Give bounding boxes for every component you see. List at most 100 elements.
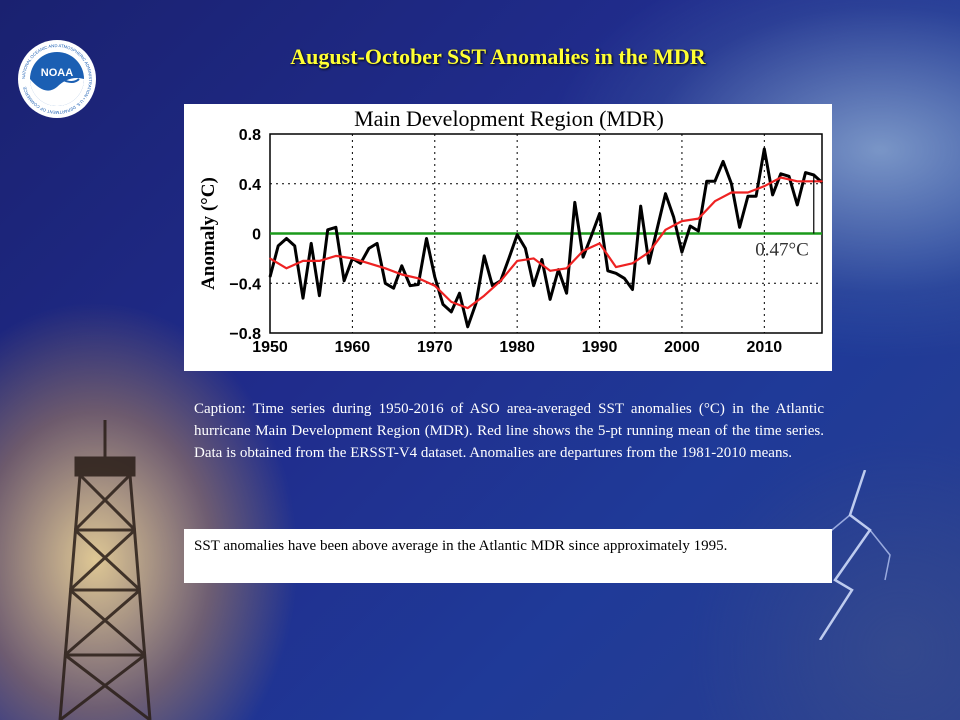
data-point-annual	[508, 257, 510, 260]
data-point-annual	[384, 282, 387, 285]
data-point-annual	[582, 256, 584, 258]
summary-box: SST anomalies have been above average in…	[184, 529, 832, 583]
data-point-running-mean	[549, 270, 551, 272]
data-point-annual	[359, 262, 362, 265]
chart-title: Main Development Region (MDR)	[354, 106, 664, 131]
data-point-annual	[541, 258, 543, 261]
x-tick-label: 1950	[252, 339, 288, 356]
data-point-annual	[722, 160, 724, 163]
data-point-annual	[392, 287, 395, 290]
data-point-annual	[788, 175, 790, 178]
data-point-running-mean	[335, 255, 337, 257]
data-point-annual	[631, 288, 634, 291]
data-point-running-mean	[433, 284, 436, 287]
logo-text: NOAA	[41, 67, 73, 79]
data-point-annual	[466, 325, 469, 328]
series-line-running-mean	[269, 176, 822, 310]
data-point-running-mean	[466, 307, 469, 309]
x-tick-label: 1960	[335, 339, 371, 356]
data-point-running-mean	[450, 301, 453, 303]
x-tick-label: 1970	[417, 339, 453, 356]
x-tick-label: 2010	[747, 339, 783, 356]
data-point-annual	[269, 276, 271, 278]
annotation-layer: 0.47°C	[755, 175, 815, 261]
data-point-annual	[442, 303, 444, 306]
data-point-annual	[697, 230, 700, 232]
caption-text: Caption: Time series during 1950-2016 of…	[194, 401, 824, 461]
data-point-running-mean	[648, 251, 650, 253]
data-point-annual	[401, 265, 403, 267]
slide-title: August-October SST Anomalies in the MDR	[290, 44, 706, 69]
data-point-annual	[606, 270, 609, 272]
data-point-annual	[763, 148, 766, 150]
data-point-annual	[590, 235, 593, 237]
data-point-annual	[639, 205, 642, 207]
y-tick-label: 0.4	[239, 177, 261, 194]
chart-panel: Main Development Region (MDR) Anomaly (°…	[184, 104, 832, 371]
data-point-running-mean	[351, 257, 354, 260]
data-point-annual	[458, 292, 461, 294]
data-point-annual	[656, 227, 659, 230]
data-point-annual	[310, 242, 312, 245]
data-point-annual	[318, 294, 321, 297]
data-point-running-mean	[664, 228, 667, 231]
data-point-annual	[532, 284, 535, 287]
data-point-annual	[491, 284, 494, 287]
data-point-annual	[326, 228, 329, 231]
data-point-annual	[664, 192, 667, 195]
data-point-annual	[343, 279, 345, 282]
data-point-running-mean	[516, 260, 518, 262]
data-point-running-mean	[796, 180, 799, 183]
data-point-annual	[516, 233, 518, 236]
data-point-annual	[780, 173, 782, 175]
x-tick-label: 1980	[499, 339, 535, 356]
data-point-running-mean	[565, 267, 568, 270]
data-point-annual	[771, 194, 774, 196]
data-point-annual	[648, 262, 650, 265]
data-point-annual	[483, 255, 486, 257]
data-point-running-mean	[532, 257, 535, 260]
data-point-annual	[565, 292, 568, 294]
data-point-annual	[705, 180, 708, 183]
data-point-annual	[738, 226, 741, 229]
data-point-running-mean	[714, 200, 716, 202]
data-point-annual	[796, 204, 799, 206]
summary-text: SST anomalies have been above average in…	[194, 538, 728, 554]
data-point-annual	[672, 216, 675, 219]
data-point-annual	[450, 311, 453, 313]
data-point-annual	[615, 272, 617, 275]
data-point-annual	[433, 276, 436, 278]
data-point-running-mean	[368, 262, 370, 265]
y-tick-label: −0.4	[229, 276, 261, 293]
data-point-annual	[368, 247, 370, 250]
data-point-annual	[425, 237, 428, 240]
data-point-annual	[730, 182, 733, 185]
data-point-running-mean	[401, 273, 403, 276]
y-tick-label: 0.8	[239, 127, 261, 144]
y-axis-label: Anomaly (°C)	[198, 177, 219, 290]
data-point-running-mean	[821, 180, 823, 183]
data-point-annual	[574, 201, 576, 204]
data-point-running-mean	[302, 260, 304, 262]
chart-svg: Main Development Region (MDR) Anomaly (°…	[198, 106, 824, 356]
annotation-label: 0.47°C	[755, 240, 809, 261]
data-point-running-mean	[631, 262, 634, 265]
data-point-running-mean	[763, 185, 766, 188]
x-tick-label: 1990	[582, 339, 618, 356]
data-point-running-mean	[269, 257, 271, 260]
data-point-annual	[335, 226, 337, 229]
data-point-annual	[804, 171, 807, 174]
data-point-running-mean	[384, 267, 387, 270]
data-point-running-mean	[285, 267, 288, 270]
data-point-annual	[747, 195, 749, 197]
data-point-annual	[417, 283, 420, 286]
data-point-running-mean	[615, 266, 617, 268]
data-point-running-mean	[681, 220, 683, 222]
data-point-running-mean	[780, 176, 782, 179]
data-point-running-mean	[697, 217, 700, 220]
data-point-annual	[598, 212, 601, 215]
data-point-annual	[409, 284, 411, 287]
data-point-annual	[285, 237, 288, 240]
data-point-annual	[277, 245, 280, 247]
